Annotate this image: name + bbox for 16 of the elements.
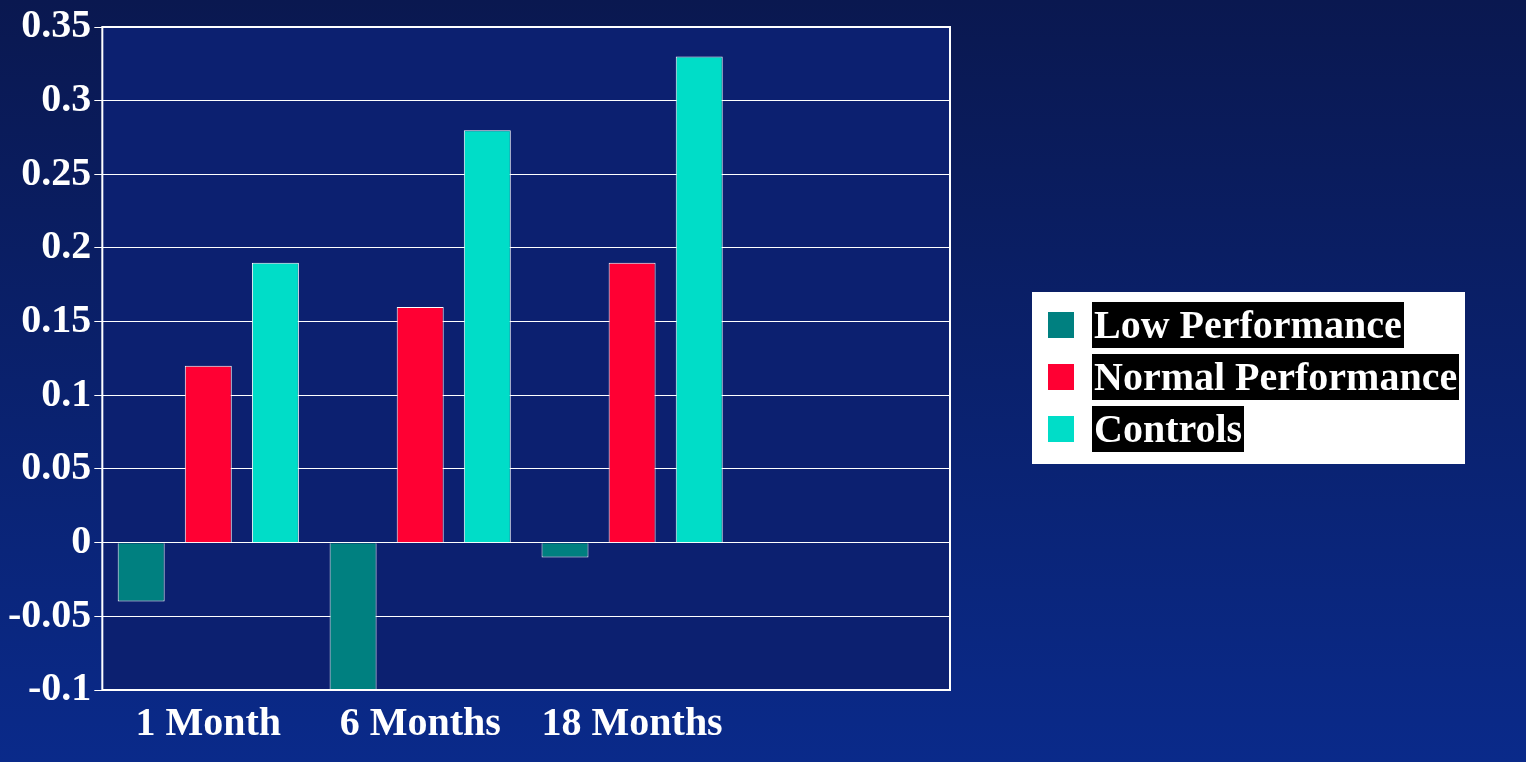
x-tick-label: 18 Months (541, 699, 723, 745)
x-tick-label: 6 Months (339, 699, 501, 745)
y-tick-label: 0.2 (41, 222, 92, 268)
legend-label: Low Performance (1092, 302, 1404, 348)
y-tick-label: -0.1 (27, 664, 92, 710)
legend-label: Controls (1092, 406, 1245, 452)
y-tick-label: 0.3 (41, 74, 92, 120)
y-tick-label: 0 (71, 516, 92, 562)
x-tick-label: 1 Month (135, 699, 282, 745)
legend-label: Normal Performance (1092, 354, 1460, 400)
y-tick-label: -0.05 (7, 590, 92, 636)
y-tick-label: 0.25 (21, 148, 92, 194)
y-tick-label: 0.1 (41, 369, 92, 415)
y-tick-label: 0.05 (21, 443, 92, 489)
y-tick-label: 0.15 (21, 295, 92, 341)
y-tick-label: 0.35 (21, 1, 92, 47)
